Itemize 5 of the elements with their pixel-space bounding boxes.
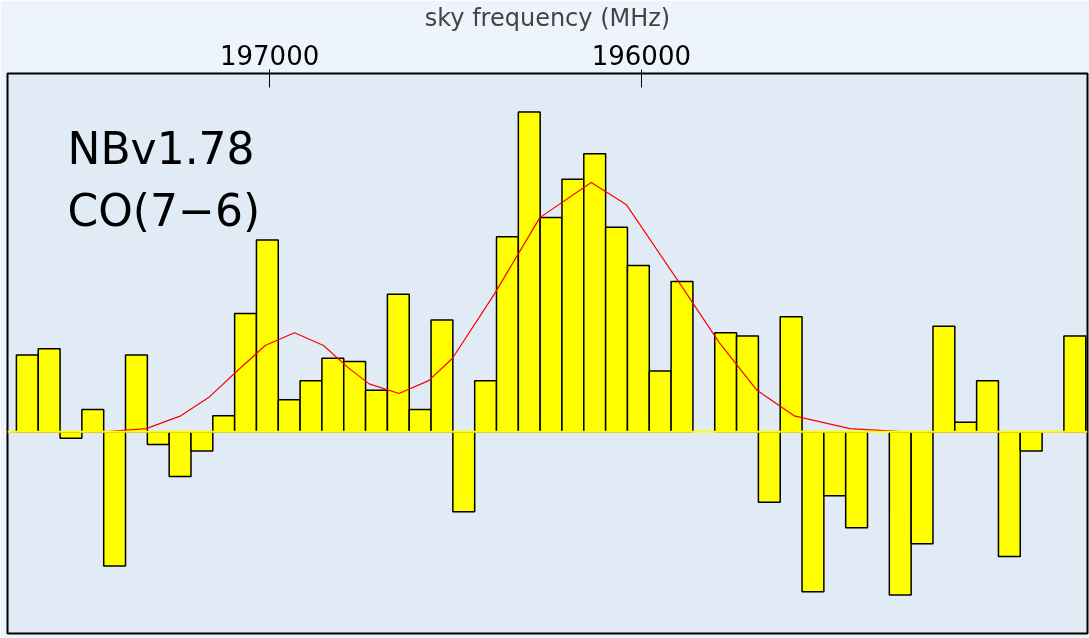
- x-tick-label: 196000: [591, 40, 692, 71]
- annotation: NBv1.78: [67, 122, 255, 174]
- x-axis-title: sky frequency (MHz): [424, 3, 671, 32]
- x-tick-label: 197000: [219, 40, 320, 71]
- annotation: CO(7−6): [67, 184, 261, 236]
